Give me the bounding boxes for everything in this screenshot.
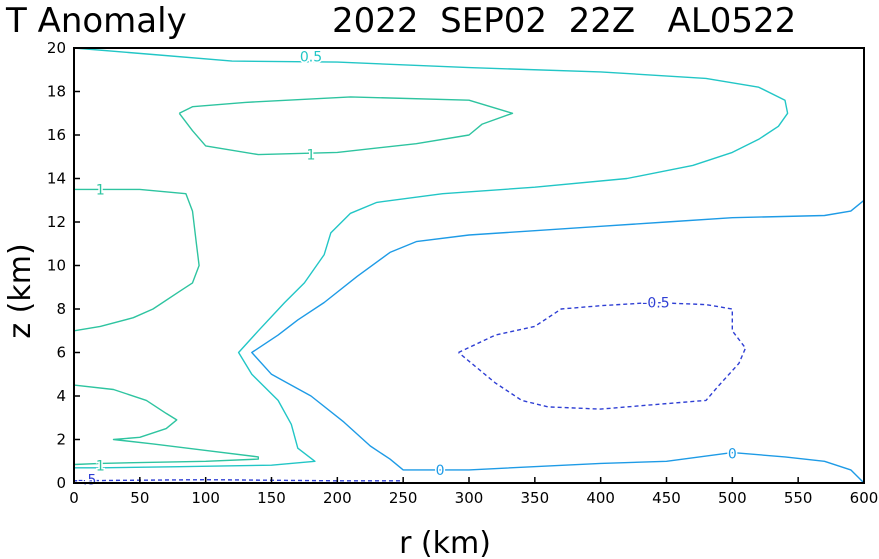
contour-0 <box>251 199 865 484</box>
x-tick-label: 350 <box>521 489 550 507</box>
y-tick-label: 14 <box>47 170 66 188</box>
contour-lines <box>73 47 865 484</box>
x-axis-ticks: 0 50 100 150 200 250 300 350 400 450 500 550 600 <box>69 477 878 507</box>
y-tick-label: 10 <box>47 257 66 275</box>
contour-1-mid <box>73 188 200 332</box>
x-tick-label: 200 <box>323 489 352 507</box>
y-tick-label: 6 <box>56 344 66 362</box>
x-tick-label: 250 <box>389 489 418 507</box>
x-tick-label: 100 <box>191 489 220 507</box>
contour-label: 0 <box>436 463 445 479</box>
y-tick-label: 12 <box>47 213 66 231</box>
x-tick-label: 0 <box>69 489 79 507</box>
contour-neg0.5-base <box>73 479 404 482</box>
y-tick-label: 20 <box>47 39 66 57</box>
y-tick-label: 0 <box>56 474 66 492</box>
y-tick-label: 2 <box>56 431 66 449</box>
plot-frame <box>73 47 865 484</box>
contour-neg0.5-mid <box>458 301 747 410</box>
x-tick-label: 550 <box>784 489 813 507</box>
y-tick-label: 16 <box>47 126 66 144</box>
chart-title: T Anomaly <box>5 1 187 41</box>
contour-1-low <box>73 384 259 466</box>
contour-label: 1 <box>307 148 316 164</box>
y-tick-label: 8 <box>56 300 66 318</box>
x-tick-label: 300 <box>455 489 484 507</box>
y-tick-label: 18 <box>47 83 66 101</box>
x-tick-label: 400 <box>586 489 615 507</box>
x-tick-label: 600 <box>850 489 879 507</box>
contour-label: -0.5 <box>642 295 669 311</box>
x-tick-label: 500 <box>718 489 747 507</box>
x-tick-label: 150 <box>257 489 286 507</box>
y-axis-ticks: 0 2 4 6 8 10 12 14 16 18 20 <box>47 39 80 492</box>
x-axis-label: r (km) <box>399 526 491 559</box>
x-tick-label: 450 <box>652 489 681 507</box>
plot-area: 0.5 1 1 1 0 0 -0.5 -.5 <box>73 47 865 490</box>
y-tick-label: 4 <box>56 387 66 405</box>
contour-label: 0.5 <box>300 50 322 66</box>
x-tick-label: 50 <box>130 489 149 507</box>
contour-label: 0 <box>728 447 737 463</box>
y-axis-label: z (km) <box>3 243 38 338</box>
contour-label: -.5 <box>78 473 96 489</box>
contour-label: 1 <box>96 182 105 198</box>
contour-0.5-outer <box>73 47 789 469</box>
contour-label: 1 <box>96 459 105 475</box>
contour-1-top <box>178 96 514 156</box>
chart-subtitle: 2022 SEP02 22Z AL0522 <box>332 1 796 41</box>
contour-labels: 0.5 1 1 1 0 0 -0.5 -.5 <box>76 48 738 490</box>
